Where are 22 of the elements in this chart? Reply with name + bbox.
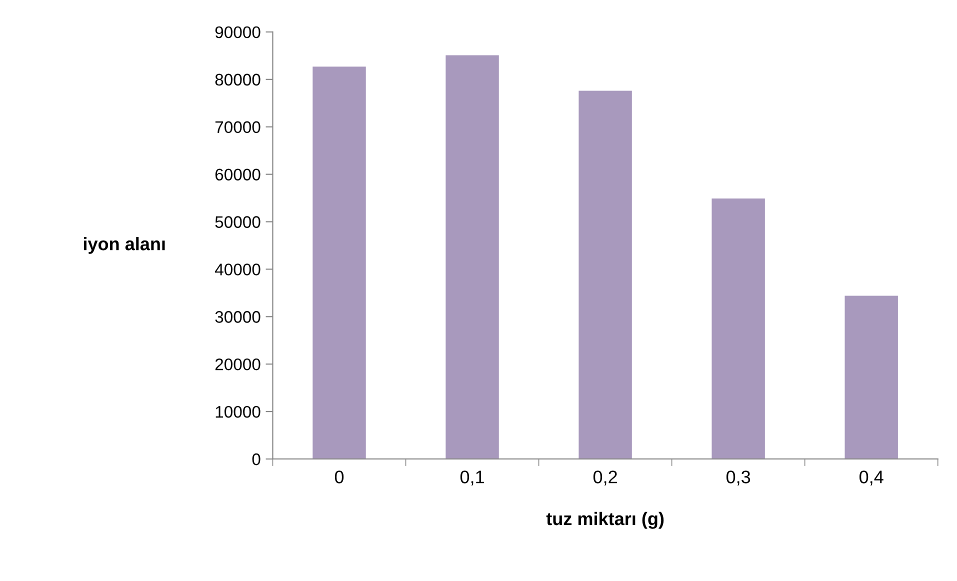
x-axis-title: tuz miktarı (g) [546, 512, 664, 529]
y-tick-label: 0 [252, 453, 260, 466]
y-tick-label: 70000 [215, 121, 260, 134]
y-tick-label: 60000 [215, 168, 260, 181]
y-tick-label: 30000 [215, 311, 260, 323]
y-tick-label: 90000 [215, 26, 260, 38]
y-tick-label: 80000 [215, 74, 260, 86]
y-tick-label: 20000 [215, 358, 260, 370]
x-tick-label: 0,3 [726, 470, 750, 486]
bar [844, 296, 898, 459]
x-tick-label: 0,4 [860, 470, 884, 486]
y-tick-label: 50000 [215, 216, 260, 228]
bar [712, 198, 765, 459]
bar [312, 66, 366, 459]
x-tick-label: 0 [334, 470, 344, 484]
y-tick-label: 40000 [214, 264, 260, 276]
bar [578, 90, 632, 459]
y-tick-label: 10000 [216, 406, 260, 418]
bar [446, 55, 499, 459]
y-axis-title: iyon alanı [84, 237, 165, 254]
x-tick-label: 0,1 [460, 470, 484, 486]
x-tick-label: 0,2 [593, 470, 617, 486]
